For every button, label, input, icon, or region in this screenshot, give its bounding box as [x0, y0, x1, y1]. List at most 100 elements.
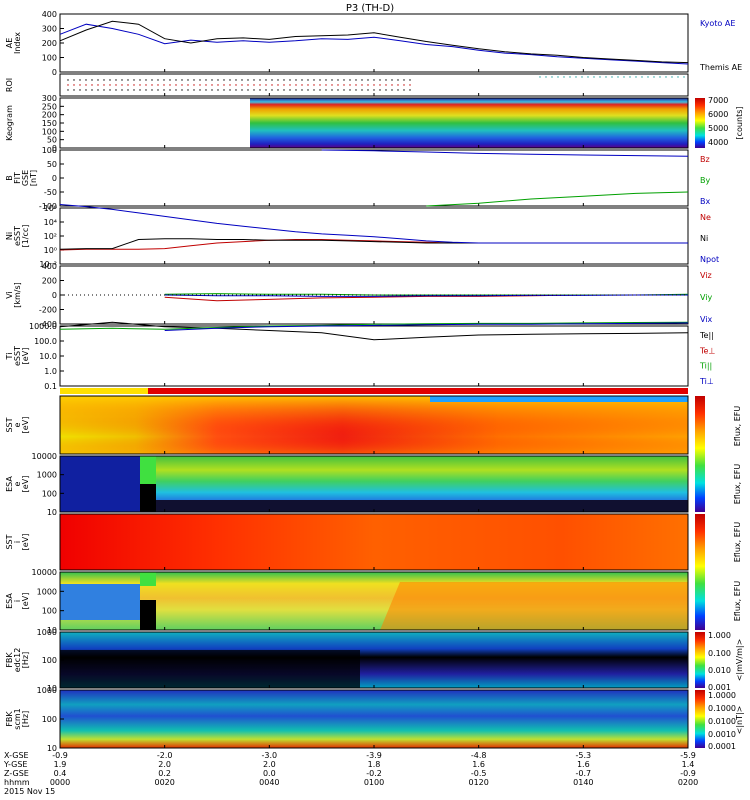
roi-dot — [223, 84, 225, 86]
xaxis-value-3-2: 0040 — [259, 778, 279, 787]
roi-dot — [295, 79, 297, 81]
roi-dot — [659, 76, 661, 78]
roi-dot — [617, 76, 619, 78]
roi-dot — [235, 84, 237, 86]
roi-dot — [545, 76, 547, 78]
cb-fbk-e-t0: 1.000 — [708, 631, 731, 640]
roi-dot — [563, 76, 565, 78]
ytick-label-keogram-5: 250 — [42, 102, 57, 111]
legend-density-1: Ni — [700, 234, 708, 243]
roi-dot — [265, 84, 267, 86]
ylabel-density-2: [1/cc] — [21, 225, 30, 248]
ylabel-temperature-0: Ti — [5, 353, 14, 361]
roi-dot — [151, 84, 153, 86]
colorbars — [695, 98, 705, 748]
roi-dot — [265, 79, 267, 81]
roi-dot — [665, 76, 667, 78]
xaxis-value-0-3: -3.9 — [366, 751, 382, 760]
roi-dot — [683, 76, 685, 78]
roi-dot — [373, 84, 375, 86]
series-density-2 — [59, 204, 688, 244]
roi-dot — [91, 84, 93, 86]
roi-dot — [91, 89, 93, 91]
roi-dot — [629, 76, 631, 78]
ylabel-fbk_e-2: [Hz] — [21, 652, 30, 668]
xaxis-value-2-2: 0.0 — [263, 769, 276, 778]
roi-dot — [235, 79, 237, 81]
xaxis-value-3-4: 0120 — [468, 778, 488, 787]
xaxis-row-label-0: X-GSE — [4, 751, 29, 760]
ytick-label-esa_e-3: 10 — [47, 508, 57, 517]
roi-dot — [145, 89, 147, 91]
ytick-label-keogram-2: 100 — [42, 127, 57, 136]
colorbar-fbk-b — [695, 690, 705, 748]
colorbar-keogram — [695, 98, 705, 148]
roi-dot — [241, 84, 243, 86]
xaxis-value-1-0: 1.9 — [54, 760, 67, 769]
esa-i-gap — [140, 572, 156, 586]
roi-dot — [217, 89, 219, 91]
roi-dot — [581, 76, 583, 78]
roi-dot — [343, 79, 345, 81]
roi-dot — [85, 79, 87, 81]
series-bfield-1 — [426, 191, 689, 207]
ytick-label-fbk_b-0: 1000 — [37, 686, 57, 695]
roi-dot — [277, 89, 279, 91]
roi-dot — [397, 79, 399, 81]
roi-dot — [403, 84, 405, 86]
ylabel-keogram-0: Keogram — [5, 105, 14, 141]
keogram-image — [250, 98, 688, 148]
xaxis-value-2-5: -0.7 — [576, 769, 592, 778]
roi-dot — [593, 76, 595, 78]
legend-bfield-1: By — [700, 176, 710, 185]
roi-dot — [139, 79, 141, 81]
ytick-label-velocity-1: 200 — [42, 277, 57, 286]
roi-dot — [115, 89, 117, 91]
roi-dot — [205, 89, 207, 91]
ylabel-sst_i-2: [eV] — [21, 534, 30, 551]
ytick-label-esa_e-0: 10000 — [32, 452, 57, 461]
roi-dot — [181, 89, 183, 91]
ytick-label-ae-2: 200 — [42, 39, 57, 48]
roi-dot — [163, 89, 165, 91]
roi-dot — [151, 89, 153, 91]
cb-sst-i-label: Eflux, EFU — [733, 522, 742, 563]
roi-dot — [409, 84, 411, 86]
roi-dot — [271, 84, 273, 86]
roi-dot — [253, 79, 255, 81]
xaxis-value-0-0: -0.9 — [52, 751, 68, 760]
legend-velocity-2: Vix — [700, 315, 713, 324]
roi-dot — [169, 84, 171, 86]
ytick-label-keogram-1: 50 — [47, 136, 57, 145]
cb-esa-e-label: Eflux, EFU — [733, 464, 742, 505]
xaxis-value-3-0: 0000 — [50, 778, 70, 787]
cb-fbk-b-label: <|nT|> — [735, 706, 744, 735]
roi-dot — [349, 84, 351, 86]
roi-dot — [115, 84, 117, 86]
roi-dot — [605, 76, 607, 78]
panel-frame-temperature — [59, 325, 689, 387]
ytick-label-temperature-2: 10.0 — [39, 352, 57, 361]
xaxis-value-3-1: 0020 — [154, 778, 174, 787]
sst-i-image — [60, 514, 688, 570]
ytick-label-velocity-4: -400 — [39, 320, 57, 329]
roi-dot — [385, 79, 387, 81]
ytick-label-density-1: 10⁴ — [44, 218, 57, 227]
roi-dot — [361, 79, 363, 81]
xaxis-value-0-1: -2.0 — [157, 751, 173, 760]
ytick-label-bfield-3: -50 — [44, 188, 57, 197]
roi-dot — [199, 84, 201, 86]
roi-dot — [551, 76, 553, 78]
dynamic-layer: AE Index0100200300400ROIKeogram0501001502… — [3, 10, 742, 787]
roi-dot — [223, 79, 225, 81]
roi-dot — [325, 84, 327, 86]
roi-dot — [349, 89, 351, 91]
ytick-label-esa_e-1: 1000 — [37, 471, 57, 480]
roi-dot — [289, 89, 291, 91]
xaxis-value-0-5: -5.3 — [576, 751, 592, 760]
ytick-label-temperature-3: 1.0 — [44, 367, 57, 376]
legend-temperature-3: Ti⊥ — [699, 377, 714, 386]
roi-dot — [313, 84, 315, 86]
roi-dot — [331, 84, 333, 86]
roi-dot — [163, 84, 165, 86]
